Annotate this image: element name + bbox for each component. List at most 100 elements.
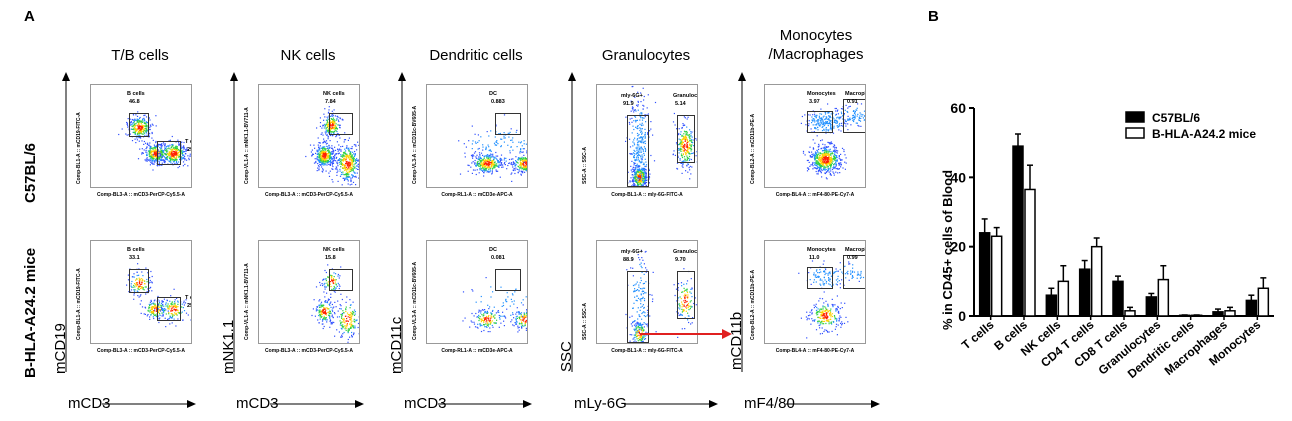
gate-box — [129, 269, 149, 293]
gate-value: 5.14 — [675, 101, 686, 107]
x-axis-arrow — [438, 400, 532, 408]
gate-name: Monocytes — [807, 91, 836, 97]
gate-name: B cells — [127, 91, 145, 97]
gate-value: 33.1 — [129, 255, 140, 261]
gate-box — [329, 269, 353, 291]
gate-value: 88.9 — [623, 257, 634, 263]
flow-plot: DC 0.883 — [426, 84, 528, 188]
gate-box — [157, 297, 181, 321]
flow-plot-density — [800, 103, 865, 180]
y-axis-arrow — [62, 72, 70, 372]
gate-name: T cells — [185, 295, 191, 301]
gate-name: B cells — [127, 247, 145, 253]
flow-plot: mly-6G+ 91.9 Granulocytes 5.14 — [596, 84, 698, 188]
plot-y-param: Comp-VL3-A :: mCD11c-BV605-A — [412, 105, 418, 184]
gate-box — [843, 255, 865, 289]
gate-name: DC — [489, 247, 497, 253]
x-axis-arrow — [270, 400, 364, 408]
y-tick-label: 0 — [958, 308, 966, 324]
plot-y-param: SSC-A :: SSC-A — [582, 302, 588, 340]
gate-name: NK cells — [323, 91, 345, 97]
column-title: T/B cells — [111, 47, 169, 64]
gate-box — [627, 115, 649, 187]
column-title: Monocytes/Macrophages — [768, 27, 864, 63]
x-axis-arrow — [102, 400, 196, 408]
y-axis-arrow — [230, 72, 238, 372]
gate-box — [129, 113, 149, 137]
x-marker-label: mCD3 — [404, 395, 447, 412]
flow-plot: NK cells 7.84 — [258, 84, 360, 188]
x-marker-label: mCD3 — [68, 395, 111, 412]
plot-y-param: Comp-VL1-A :: mNK1.1-BV711-A — [244, 107, 250, 184]
flow-plot-density — [625, 85, 697, 187]
gate-name: NK cells — [323, 247, 345, 253]
plot-y-param: Comp-BL2-A :: mCD11b-PE-A — [750, 269, 756, 340]
gate-name: mly-6G+ — [621, 249, 643, 255]
gate-name: Granulocytes — [673, 249, 698, 255]
flow-plot: Monocytes 3.97 Macrophages 0.91 — [764, 84, 866, 188]
gate-value: 0.99 — [847, 255, 858, 261]
gate-box — [329, 113, 353, 135]
flow-plot: Monocytes 11.0 Macrophages 0.99 — [764, 240, 866, 344]
gate-value: 3.97 — [809, 99, 820, 105]
legend-label: C57BL/6 — [1152, 111, 1200, 125]
gate-value: 25.7 — [187, 303, 191, 309]
bar — [1145, 296, 1158, 317]
gate-value: 0.91 — [847, 99, 858, 105]
gate-name: Macrophages — [845, 247, 865, 253]
bar — [1012, 145, 1024, 317]
gate-value: 91.9 — [623, 101, 634, 107]
legend-label: B-HLA-A24.2 mice — [1152, 127, 1256, 141]
gate-name: T cells — [185, 139, 191, 145]
row-label-hla: B-HLA-A24.2 mice — [22, 247, 39, 378]
bar — [1057, 280, 1070, 317]
gate-value: 0.883 — [491, 99, 505, 105]
flow-plot-density — [798, 260, 865, 339]
flow-plot: DC 0.081 — [426, 240, 528, 344]
y-tick-label: 40 — [950, 169, 966, 185]
gate-name: Macrophages — [845, 91, 865, 97]
legend-swatch — [1125, 111, 1145, 123]
bar — [1124, 310, 1136, 317]
flow-plot-density — [311, 264, 359, 343]
y-tick-label: 60 — [950, 100, 966, 116]
column-title: NK cells — [280, 47, 336, 64]
gate-box — [495, 269, 521, 291]
legend-swatch — [1125, 127, 1145, 139]
bar — [1090, 245, 1103, 317]
plot-x-param: Comp-BL3-A :: mCD3-PerCP-Cy5.5-A — [97, 348, 185, 354]
bar — [1245, 299, 1258, 317]
flow-plot-density — [458, 114, 527, 182]
panel-a-label: A — [24, 8, 35, 25]
plot-x-param: Comp-RL1-A :: mCD3e-APC-A — [441, 348, 513, 354]
y-axis-arrow — [398, 72, 406, 372]
plot-y-param: Comp-BL2-A :: mCD11b-PE-A — [750, 113, 756, 184]
column-title: Granulocytes — [601, 47, 691, 64]
plot-x-param: Comp-BL3-A :: mCD3-PerCP-Cy5.5-A — [97, 192, 185, 198]
gate-box — [627, 271, 649, 343]
gate-box — [807, 267, 833, 289]
plot-x-param: Comp-BL1-A :: mly-6G-FITC-A — [611, 192, 683, 198]
plot-x-param: Comp-BL4-A :: mF4-80-PE-Cy7-A — [775, 348, 855, 354]
plot-y-param: Comp-VL3-A :: mCD11c-BV605-A — [412, 261, 418, 340]
bar — [1212, 311, 1224, 317]
flow-plot-density — [305, 106, 359, 186]
gate-value: 15.8 — [325, 255, 336, 261]
gate-value: 46.8 — [129, 99, 140, 105]
bar — [1157, 278, 1170, 317]
gate-value: 7.84 — [325, 99, 336, 105]
gate-name: Monocytes — [807, 247, 836, 253]
x-axis-arrow — [786, 400, 880, 408]
gate-box — [807, 111, 833, 133]
bar — [1224, 310, 1236, 317]
gate-name: DC — [489, 91, 497, 97]
bar — [990, 235, 1003, 317]
x-marker-label: mF4/80 — [744, 395, 795, 412]
bar — [1257, 287, 1270, 317]
x-marker-label: mCD3 — [236, 395, 279, 412]
gate-value: 9.70 — [675, 257, 686, 263]
flow-plot: B cells 46.8 T cells 29.2 — [90, 84, 192, 188]
plot-y-param: Comp-BL1-A :: mCD19-FITC-A — [76, 268, 82, 340]
x-marker-label: mLy-6G — [574, 395, 627, 412]
